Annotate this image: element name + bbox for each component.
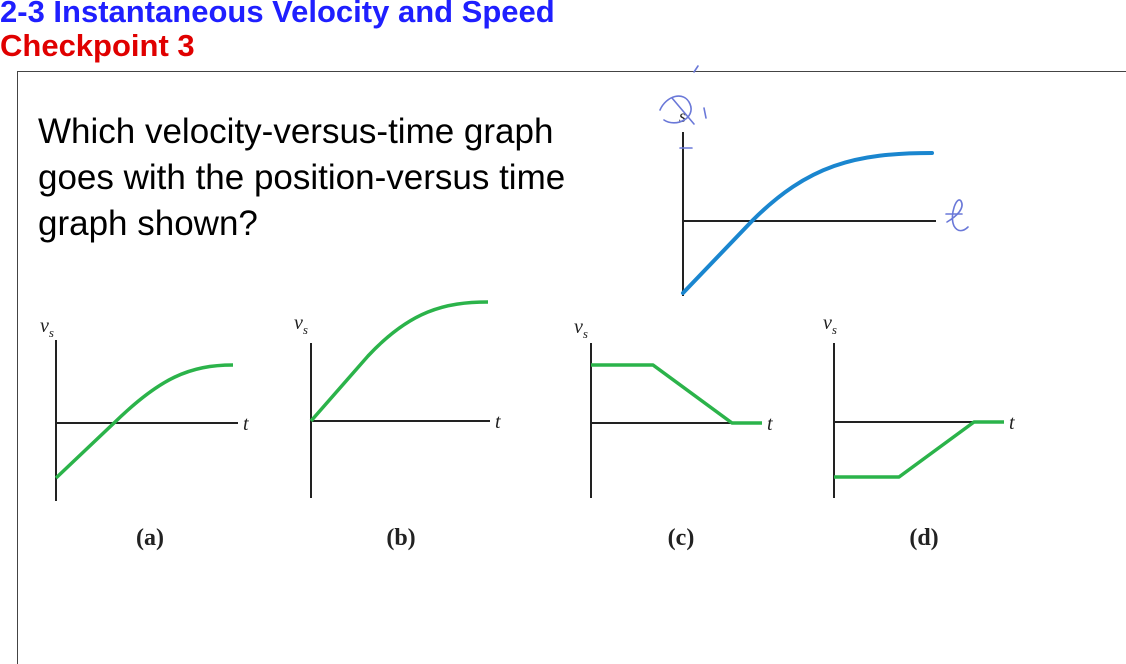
option-d-velocity-curve — [834, 420, 1004, 479]
section-title: 2-3 Instantaneous Velocity and Speed — [0, 0, 555, 29]
option-c-velocity-curve — [591, 363, 762, 425]
position-curve — [681, 151, 934, 295]
option-b-label: (b) — [386, 525, 415, 551]
option-d-y-label-sub: s — [832, 322, 837, 337]
handwritten-x-annotation — [659, 65, 707, 149]
option-a-x-axis-label: t — [243, 413, 249, 435]
position-y-axis-label: s — [679, 106, 686, 126]
checkpoint-title: Checkpoint 3 — [0, 28, 195, 63]
option-b-x-axis-label: t — [495, 411, 501, 433]
option-c-label: (c) — [668, 525, 695, 551]
option-a-velocity-curve — [54, 363, 234, 480]
option-graph-c: vs t (c) — [574, 316, 773, 551]
handwritten-t-annotation — [945, 199, 969, 232]
option-b-y-axis-label: vs — [294, 312, 308, 337]
option-d-y-label-main: v — [823, 312, 832, 334]
option-b-velocity-curve — [309, 300, 489, 423]
option-d-label: (d) — [909, 525, 938, 551]
velocity-graph-options: vst(a)vst(b)vst(c)vst(d) — [40, 300, 1015, 551]
option-d-y-axis-label: vs — [823, 312, 837, 337]
option-c-y-label-main: v — [574, 316, 583, 338]
option-d-x-axis-label: t — [1009, 412, 1015, 434]
option-a-y-label-main: v — [40, 315, 49, 337]
option-a-y-label-sub: s — [49, 325, 54, 340]
option-b-y-label-sub: s — [303, 322, 308, 337]
option-graph-d: vs t (d) — [823, 312, 1015, 551]
option-a-label: (a) — [136, 525, 164, 551]
question-text: Which velocity-versus-time graph goes wi… — [38, 112, 566, 243]
option-graph-a: vs t (a) — [40, 315, 249, 551]
option-c-y-label-sub: s — [583, 326, 588, 341]
option-a-y-axis-label: vs — [40, 315, 54, 340]
option-graph-b: vs t (b) — [294, 300, 501, 551]
option-b-y-label-main: v — [294, 312, 303, 334]
content-box — [17, 71, 1126, 664]
option-c-x-axis-label: t — [767, 413, 773, 435]
option-c-y-axis-label: vs — [574, 316, 588, 341]
position-graph: s — [659, 65, 969, 296]
